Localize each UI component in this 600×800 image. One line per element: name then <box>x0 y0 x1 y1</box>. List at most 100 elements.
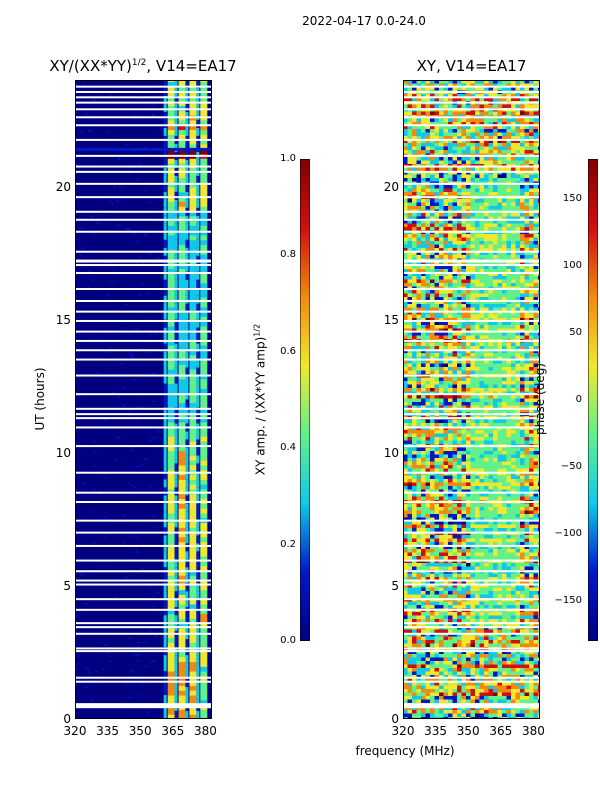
right-phase-cell <box>520 325 525 329</box>
right-phase-cell <box>529 279 534 284</box>
right-phase-cell <box>529 188 534 193</box>
right-phase-cell <box>443 213 449 217</box>
right-phase-cell <box>425 87 431 91</box>
left-channel-edge <box>174 671 178 680</box>
right-phase-cell <box>416 489 422 494</box>
right-phase-cell <box>421 199 426 203</box>
left-channel-edge <box>174 471 178 480</box>
right-phase-cell <box>434 283 440 287</box>
left-channel-cell <box>200 321 208 327</box>
left-channel-cell <box>178 522 186 528</box>
right-phase-cell <box>466 139 471 144</box>
right-phase-cell <box>533 122 539 126</box>
right-phase-cell <box>412 290 417 294</box>
right-phase-cell <box>425 458 431 462</box>
left-noise-cell <box>122 405 126 408</box>
right-phase-cell <box>430 346 435 350</box>
right-phase-cell <box>520 174 525 179</box>
right-phase-cell <box>430 276 435 280</box>
right-phase-cell <box>524 461 530 466</box>
left-channel-edge <box>163 279 167 288</box>
right-phase-cell <box>430 451 435 455</box>
right-phase-cell <box>448 213 453 217</box>
right-phase-cell <box>425 353 431 357</box>
right-phase-cell <box>416 241 422 245</box>
right-phase-cell <box>434 423 440 427</box>
right-phase-cell <box>511 146 516 151</box>
right-phase-cell <box>466 300 471 305</box>
right-phase-cell <box>425 461 431 466</box>
right-phase-cell <box>475 454 480 459</box>
right-phase-cell <box>524 325 530 329</box>
right-phase-cell <box>439 283 444 287</box>
left-channel-cell <box>167 273 175 279</box>
right-phase-cell <box>520 185 525 189</box>
right-phase-cell <box>412 349 417 354</box>
right-phase-cell <box>439 384 444 389</box>
right-phase-cell <box>448 437 453 441</box>
left-channel-cell <box>178 460 186 466</box>
left-channel-cell <box>189 397 197 404</box>
right-phase-cell <box>470 486 476 490</box>
right-phase-cell <box>484 290 489 294</box>
right-phase-cell <box>529 430 534 434</box>
right-phase-cell <box>421 272 426 277</box>
right-phase-cell <box>479 503 485 508</box>
right-phase-cell <box>439 325 444 329</box>
right-phase-cell <box>488 510 494 515</box>
right-phase-cell <box>529 370 534 375</box>
right-phase-cell <box>421 321 426 326</box>
right-phase-cell <box>443 461 449 466</box>
left-flagged-gap <box>75 413 212 416</box>
left-channel-cell <box>167 292 175 298</box>
right-phase-cell <box>520 360 525 364</box>
right-phase-cell <box>520 437 525 441</box>
right-phase-cell <box>452 458 458 462</box>
right-phase-cell <box>533 283 539 287</box>
right-phase-cell <box>416 405 422 410</box>
right-phase-cell <box>466 370 471 375</box>
right-phase-cell <box>475 234 480 238</box>
right-phase-cell <box>421 171 426 175</box>
right-phase-cell <box>515 283 521 287</box>
left-channel-edge <box>196 343 200 352</box>
left-channel-edge <box>185 199 189 208</box>
right-phase-cell <box>511 325 516 329</box>
left-channel-cell <box>167 263 175 270</box>
right-phase-cell <box>461 248 467 252</box>
right-phase-cell <box>502 468 507 473</box>
left-channel-edge <box>196 639 200 648</box>
right-phase-cell <box>479 188 485 193</box>
right-phase-cell <box>452 202 458 207</box>
right-phase-cell <box>470 227 476 231</box>
left-channel-edge <box>185 631 189 640</box>
right-phase-cell <box>461 363 467 368</box>
right-phase-cell <box>515 237 521 242</box>
right-phase-cell <box>457 479 462 483</box>
right-phase-cell <box>484 370 489 375</box>
right-phase-cell <box>434 325 440 329</box>
right-phase-cell <box>475 510 480 515</box>
left-channel-edge <box>196 271 200 280</box>
right-phase-cell <box>502 83 507 88</box>
right-phase-cell <box>425 454 431 459</box>
right-phase-cell <box>493 300 498 305</box>
right-phase-cell <box>466 136 471 140</box>
right-phase-cell <box>443 398 449 403</box>
right-phase-cell <box>493 342 498 347</box>
right-phase-cell <box>484 468 489 473</box>
right-phase-cell <box>403 157 408 161</box>
left-channel-edge <box>163 479 167 488</box>
right-phase-cell <box>506 332 512 336</box>
right-phase-cell <box>493 465 498 469</box>
right-phase-cell <box>403 395 408 399</box>
right-phase-cell <box>434 125 440 130</box>
right-phase-cell <box>430 433 435 438</box>
right-phase-cell <box>475 293 480 298</box>
right-phase-cell <box>524 87 530 91</box>
right-phase-cell <box>484 297 489 301</box>
right-phase-cell <box>452 346 458 350</box>
right-phase-cell <box>470 328 476 333</box>
left-channel-cell <box>189 172 197 178</box>
right-phase-cell <box>443 174 449 179</box>
